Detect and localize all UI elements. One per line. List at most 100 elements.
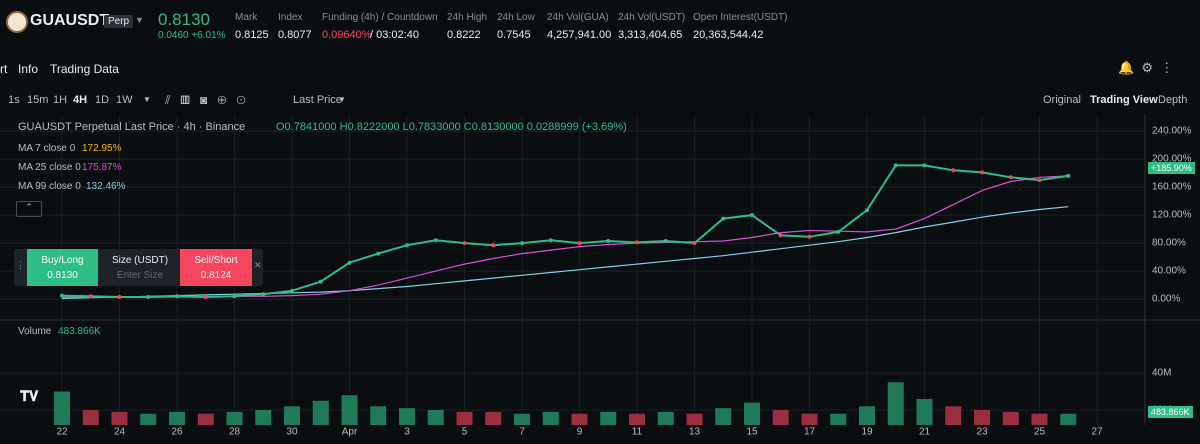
ma-value: 175.87% (82, 162, 122, 173)
interval[interactable]: 1W (116, 94, 133, 106)
volume-bar (887, 382, 904, 425)
y-tick-label: 40.00% (1152, 266, 1186, 277)
tab[interactable]: Trading Data (50, 62, 119, 76)
stat-label: 24h High (447, 12, 488, 23)
ma-label: MA 7 close 0 (18, 143, 76, 154)
x-tick-label: 13 (689, 427, 701, 438)
x-tick-label: 9 (577, 427, 583, 438)
price-point (606, 239, 611, 243)
volume-bar (600, 411, 617, 425)
collapse[interactable]: ⌃ (16, 201, 42, 217)
volume-bar (744, 402, 760, 425)
y-tick-label: 80.00% (1152, 238, 1186, 249)
ohlc: O0.7841000 H0.8222000 L0.7833000 C0.8130… (276, 121, 627, 133)
buy-price: 0.8130 (47, 270, 78, 281)
buy-button[interactable] (27, 249, 98, 286)
buy-label: Buy/Long (41, 255, 84, 266)
dropdown-arrow[interactable]: ▼ (338, 95, 346, 104)
x-tick-label: 28 (229, 427, 241, 438)
price-type[interactable]: Last Price (293, 94, 342, 106)
price-point (1008, 175, 1013, 180)
stat-label: Index (278, 12, 303, 23)
tab[interactable]: rt (0, 62, 8, 76)
stat-label: Mark (235, 12, 258, 23)
volume-bar (226, 411, 243, 425)
price-point (548, 238, 553, 243)
price-point (692, 241, 697, 246)
ma-value: 132.46% (86, 181, 126, 192)
tool-icons[interactable]: ⫽ ▥ ◙ ⊕ ⊙ (165, 93, 246, 107)
sell-button[interactable] (180, 249, 252, 286)
price-point (663, 239, 668, 243)
price-point (175, 294, 179, 299)
close[interactable]: ✕ (254, 260, 262, 270)
tab[interactable]: Info (18, 62, 39, 76)
series-line (61, 164, 1069, 299)
volume-bar (945, 406, 962, 425)
x-tick-label: 22 (56, 427, 68, 438)
interval[interactable]: 4H (73, 94, 88, 106)
price-point (318, 279, 323, 284)
stat-value: 20,363,544.42 (693, 29, 764, 41)
y-tick-label: 120.00% (1152, 210, 1192, 221)
x-tick-label: 19 (861, 427, 873, 438)
symbol[interactable]: GUAUSDT (30, 12, 110, 29)
x-tick-label: 17 (804, 427, 816, 438)
dropdown-arrow[interactable]: ▼ (135, 15, 144, 25)
ma-label: MA 99 close 0 (18, 181, 81, 192)
volume-value: 483.866K (58, 326, 101, 337)
stat-label: 24h Vol(USDT) (618, 12, 686, 23)
price-point (865, 208, 869, 213)
interval[interactable]: 1D (95, 94, 110, 106)
x-tick-label: 3 (404, 427, 410, 438)
volume-bar (169, 411, 185, 425)
volume-bar (1031, 413, 1048, 425)
price-point (433, 238, 438, 243)
icons[interactable]: 🔔 ⚙ ⋮ (1118, 60, 1174, 75)
volume-bar (1060, 413, 1077, 425)
price-point (951, 168, 956, 173)
price-point (462, 241, 467, 246)
y-tick-label: 0.00% (1152, 294, 1180, 305)
view-tab[interactable]: Depth (1158, 94, 1188, 106)
size-input[interactable]: Enter Size (116, 270, 164, 281)
stat-value: 0.8222 (447, 29, 481, 41)
ma-label: MA 25 close 0 (18, 162, 81, 173)
volume-bar (427, 410, 444, 425)
price-point (635, 240, 639, 245)
x-tick-label: 15 (746, 427, 758, 438)
tv-logo: 𝐓𝐕 (20, 388, 39, 404)
chart: 240.00%200.00%160.00%120.00%80.00%40.00%… (0, 115, 1200, 438)
volume-bar (514, 413, 530, 425)
price-point (347, 260, 352, 265)
drag-handle[interactable]: ⋮ (16, 260, 25, 270)
x-tick-label: 25 (1034, 427, 1046, 438)
x-tick-label: 30 (286, 427, 298, 438)
x-tick-label: Apr (342, 427, 358, 438)
stat-value: 0.8077 (278, 29, 312, 41)
y-tick-label: 240.00% (1152, 126, 1192, 137)
x-tick-label: 24 (114, 427, 126, 438)
chart-title: GUAUSDT Perpetual Last Price · 4h · Bina… (18, 121, 246, 133)
volume-bar (255, 410, 272, 425)
stat-value: 0.7545 (497, 29, 531, 41)
sell-price: 0.8124 (200, 270, 232, 281)
stat-label: 24h Vol(GUA) (547, 12, 609, 23)
volume-bar (571, 413, 588, 425)
volume-bar (399, 408, 415, 425)
interval[interactable]: 15m (27, 94, 49, 106)
price-point (117, 295, 122, 299)
stat-value: 0.09640% (322, 29, 372, 41)
stat-label: 24h Low (497, 12, 535, 23)
volume-bar (1002, 411, 1019, 425)
dropdown-arrow[interactable]: ▼ (143, 95, 151, 104)
x-tick-label: 23 (976, 427, 988, 438)
interval[interactable]: 1H (53, 94, 68, 106)
interval[interactable]: 1s (8, 94, 20, 106)
price-point (261, 292, 266, 297)
view-tab[interactable]: Original (1043, 94, 1081, 106)
stat-label: Funding (4h) / Countdown (322, 12, 438, 23)
view-tab[interactable]: Trading View (1090, 94, 1158, 106)
price-point (203, 295, 208, 299)
